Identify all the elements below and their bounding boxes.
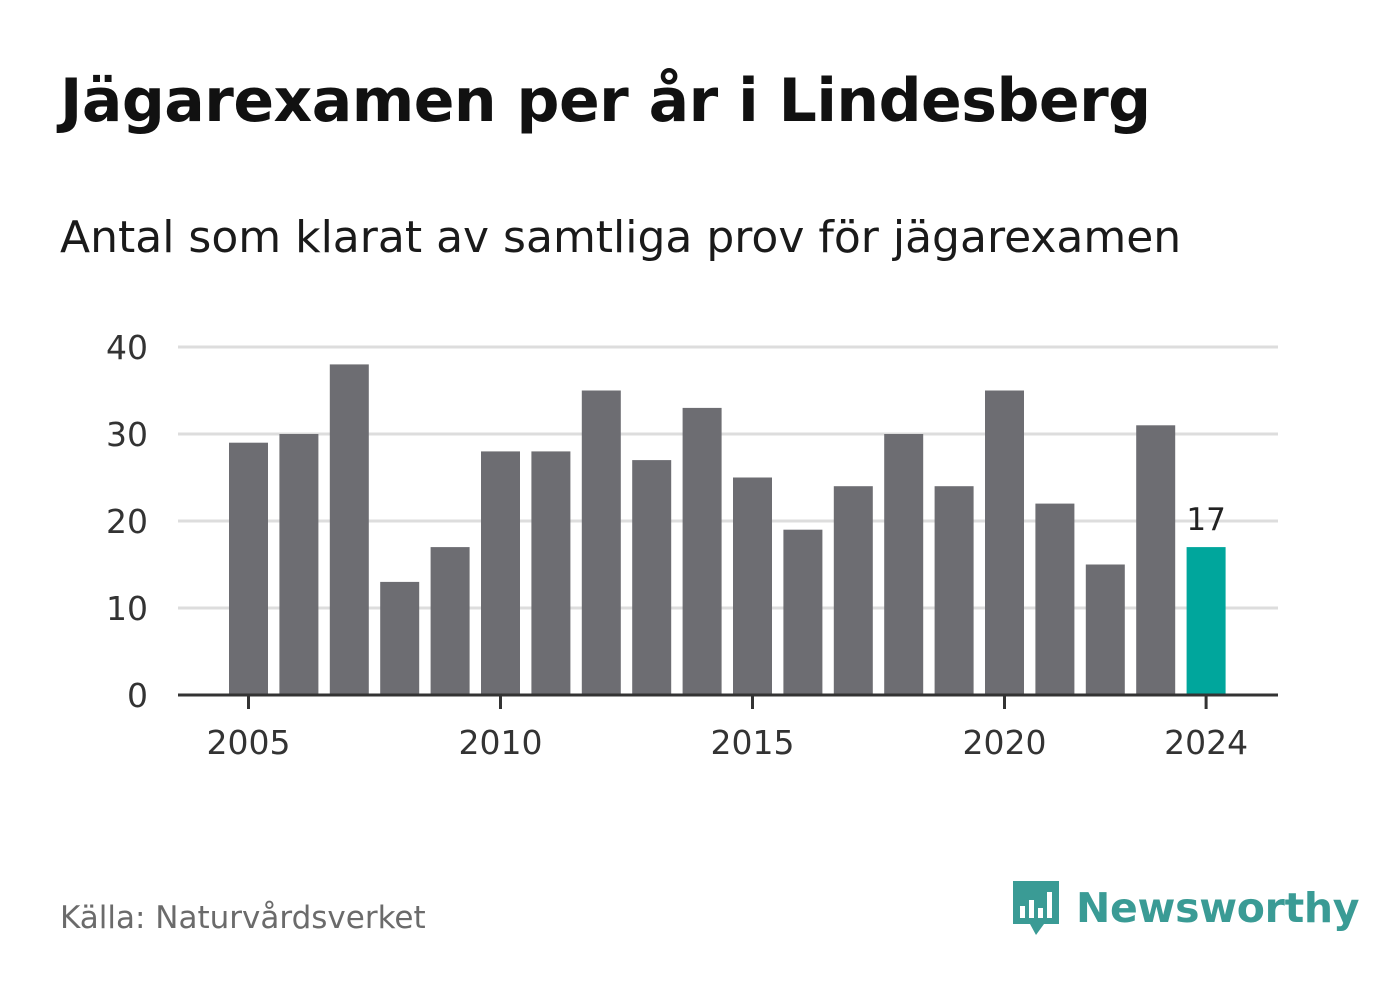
bar-2011: [531, 451, 571, 695]
y-tick-label: 40: [106, 328, 148, 367]
brand-name: Newsworthy: [1076, 884, 1360, 932]
bar-2020: [985, 390, 1024, 695]
bar-2005: [229, 442, 268, 695]
bar-2024: [1186, 547, 1226, 695]
x-tick-label: 2010: [459, 723, 543, 762]
y-tick-label: 20: [106, 502, 148, 541]
y-tick-label: 10: [106, 589, 148, 628]
bars: [229, 364, 1226, 695]
bar-2010: [481, 451, 520, 695]
x-tick-label: 2005: [207, 723, 291, 762]
x-tick-label: 2024: [1164, 723, 1248, 762]
bar-2008: [380, 581, 420, 695]
bar-2021: [1035, 503, 1075, 695]
bar-2012: [581, 390, 621, 695]
chart-subtitle: Antal som klarat av samtliga prov för jä…: [60, 212, 1182, 263]
x-axis-ticks: 2005 2010 2015 2020 2024: [207, 695, 1248, 762]
bar-2016: [783, 529, 823, 695]
bar-2013: [632, 460, 672, 695]
x-tick-label: 2015: [711, 723, 795, 762]
x-tick-label: 2020: [963, 723, 1047, 762]
bar-2007: [329, 364, 369, 695]
newsworthy-logo-icon: [1013, 881, 1059, 935]
y-tick-label: 30: [106, 415, 148, 454]
chart-title: Jägarexamen per år i Lindesberg: [60, 66, 1151, 136]
brand-logo: Newsworthy: [1010, 878, 1359, 938]
bar-2022: [1085, 564, 1125, 695]
source-note: Källa: Naturvårdsverket: [60, 900, 426, 936]
bar-chart: 0 10 20 30 40 2005 2010 2015 2020 2024 17: [106, 328, 1278, 762]
bar-2015: [733, 477, 772, 695]
y-tick-label: 0: [127, 676, 148, 715]
bar-2009: [430, 547, 470, 695]
bar-2019: [934, 486, 974, 695]
highlight-data-label: 17: [1186, 502, 1225, 538]
bar-2023: [1136, 425, 1176, 695]
bar-2017: [833, 486, 873, 695]
bar-2006: [279, 434, 319, 695]
y-axis-ticks: 0 10 20 30 40: [106, 328, 148, 715]
bar-2014: [682, 407, 722, 695]
bar-2018: [884, 434, 924, 695]
